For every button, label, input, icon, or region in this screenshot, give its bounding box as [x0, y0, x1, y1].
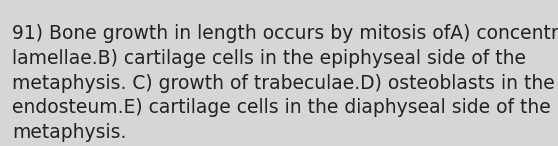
Text: lamellae.B) cartilage cells in the epiphyseal side of the: lamellae.B) cartilage cells in the epiph…: [12, 49, 526, 68]
Text: metaphysis. C) growth of trabeculae.D) osteoblasts in the: metaphysis. C) growth of trabeculae.D) o…: [12, 74, 555, 93]
Text: endosteum.E) cartilage cells in the diaphyseal side of the: endosteum.E) cartilage cells in the diap…: [12, 98, 551, 117]
Text: 91) Bone growth in length occurs by mitosis ofA) concentric: 91) Bone growth in length occurs by mito…: [12, 24, 558, 43]
Text: metaphysis.: metaphysis.: [12, 123, 127, 142]
